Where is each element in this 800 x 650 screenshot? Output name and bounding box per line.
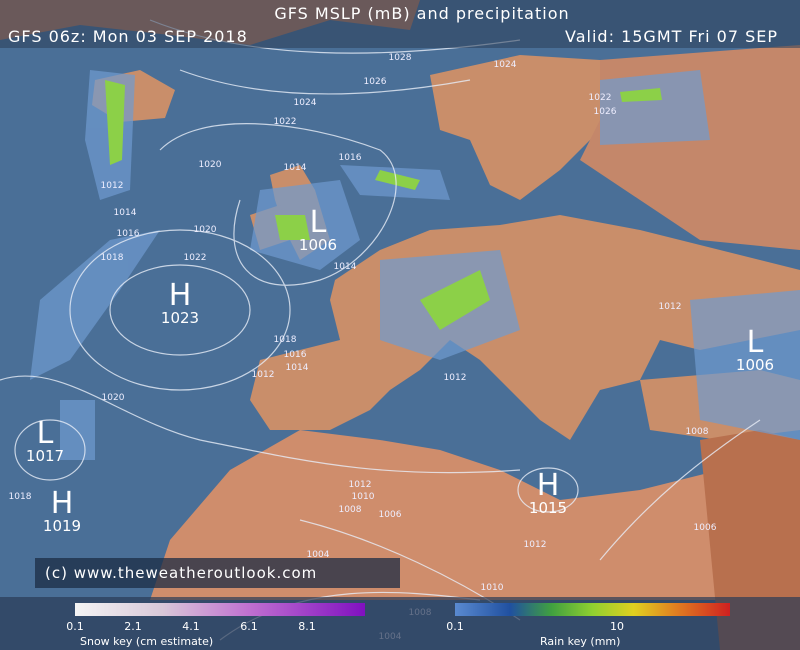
isobar-label: 1012 (444, 373, 467, 383)
rain-key-bar (455, 603, 730, 616)
snow-key-label: 6.1 (240, 620, 258, 633)
isobar-label: 1012 (252, 370, 275, 380)
valid-time: Valid: 15GMT Fri 07 SEP (565, 27, 778, 46)
snow-key-bar (75, 603, 365, 616)
isobar-label: 1024 (294, 98, 317, 108)
isobar-label: 1008 (686, 427, 709, 437)
credit: (c) www.theweatheroutlook.com (45, 564, 317, 582)
isobar-label: 1020 (199, 160, 222, 170)
snow-key-label: 2.1 (124, 620, 142, 633)
isobar-label: 1016 (284, 350, 307, 360)
isobar-label: 1014 (334, 262, 357, 272)
isobar-label: 1004 (307, 550, 330, 560)
snow-key-label: 0.1 (66, 620, 84, 633)
isobar-label: 1018 (101, 253, 124, 263)
isobar-label: 1010 (352, 492, 375, 502)
center-type: H (537, 468, 560, 503)
isobar-labels: 1028 1026 1024 1022 1020 1016 1014 1012 1014 1016… (9, 53, 717, 642)
isobar-label: 1028 (389, 53, 412, 63)
center-type: H (51, 486, 74, 521)
isobar-label: 1016 (117, 229, 140, 239)
isobar-label: 1020 (102, 393, 125, 403)
center-type: L (37, 416, 54, 451)
isobars (0, 19, 761, 641)
precip-heavy (105, 80, 662, 330)
isobar-label: 1012 (659, 302, 682, 312)
isobar-label: 1018 (9, 492, 32, 502)
isobar-label: 1022 (589, 93, 612, 103)
isobar-label: 1018 (274, 335, 297, 345)
rain-key-label: 10 (610, 620, 624, 633)
isobar-label: 1006 (694, 523, 717, 533)
isobar-label: 1012 (524, 540, 547, 550)
center-type: H (169, 278, 192, 313)
center-value: 1017 (26, 447, 64, 465)
credit-box (35, 558, 400, 588)
isobar-label: 1012 (349, 480, 372, 490)
isobar-label: 1010 (481, 583, 504, 593)
isobar-label: 1014 (284, 163, 307, 173)
isobar-label: 1006 (379, 510, 402, 520)
isobar-label: 1020 (194, 225, 217, 235)
isobar-label: 1014 (114, 208, 137, 218)
center-type: L (747, 325, 764, 360)
isobar-label: 1022 (184, 253, 207, 263)
isobar-label: 1016 (339, 153, 362, 163)
isobar-label: 1008 (339, 505, 362, 515)
rain-key-caption: Rain key (mm) (540, 635, 620, 648)
center-type: L (310, 205, 327, 240)
isobar-label: 1014 (286, 363, 309, 373)
snow-key-caption: Snow key (cm estimate) (80, 635, 213, 648)
snow-key-label: 4.1 (182, 620, 200, 633)
title: GFS MSLP (mB) and precipitation (274, 4, 569, 23)
rain-key-label: 0.1 (446, 620, 464, 633)
center-value: 1006 (736, 356, 774, 374)
center-value: 1006 (299, 236, 337, 254)
isobar-label: 1024 (494, 60, 517, 70)
run-time: GFS 06z: Mon 03 SEP 2018 (8, 27, 248, 46)
isobar-label: 1026 (364, 77, 387, 87)
keys: 0.1 2.1 4.1 6.1 8.1 0.1 10 (66, 620, 624, 633)
isobar-label: 1026 (594, 107, 617, 117)
isobar-label: 1022 (274, 117, 297, 127)
center-value: 1023 (161, 309, 199, 327)
center-value: 1019 (43, 517, 81, 535)
isobar-label: 1012 (101, 181, 124, 191)
center-value: 1015 (529, 499, 567, 517)
header-band (0, 0, 800, 48)
snow-key-label: 8.1 (298, 620, 316, 633)
